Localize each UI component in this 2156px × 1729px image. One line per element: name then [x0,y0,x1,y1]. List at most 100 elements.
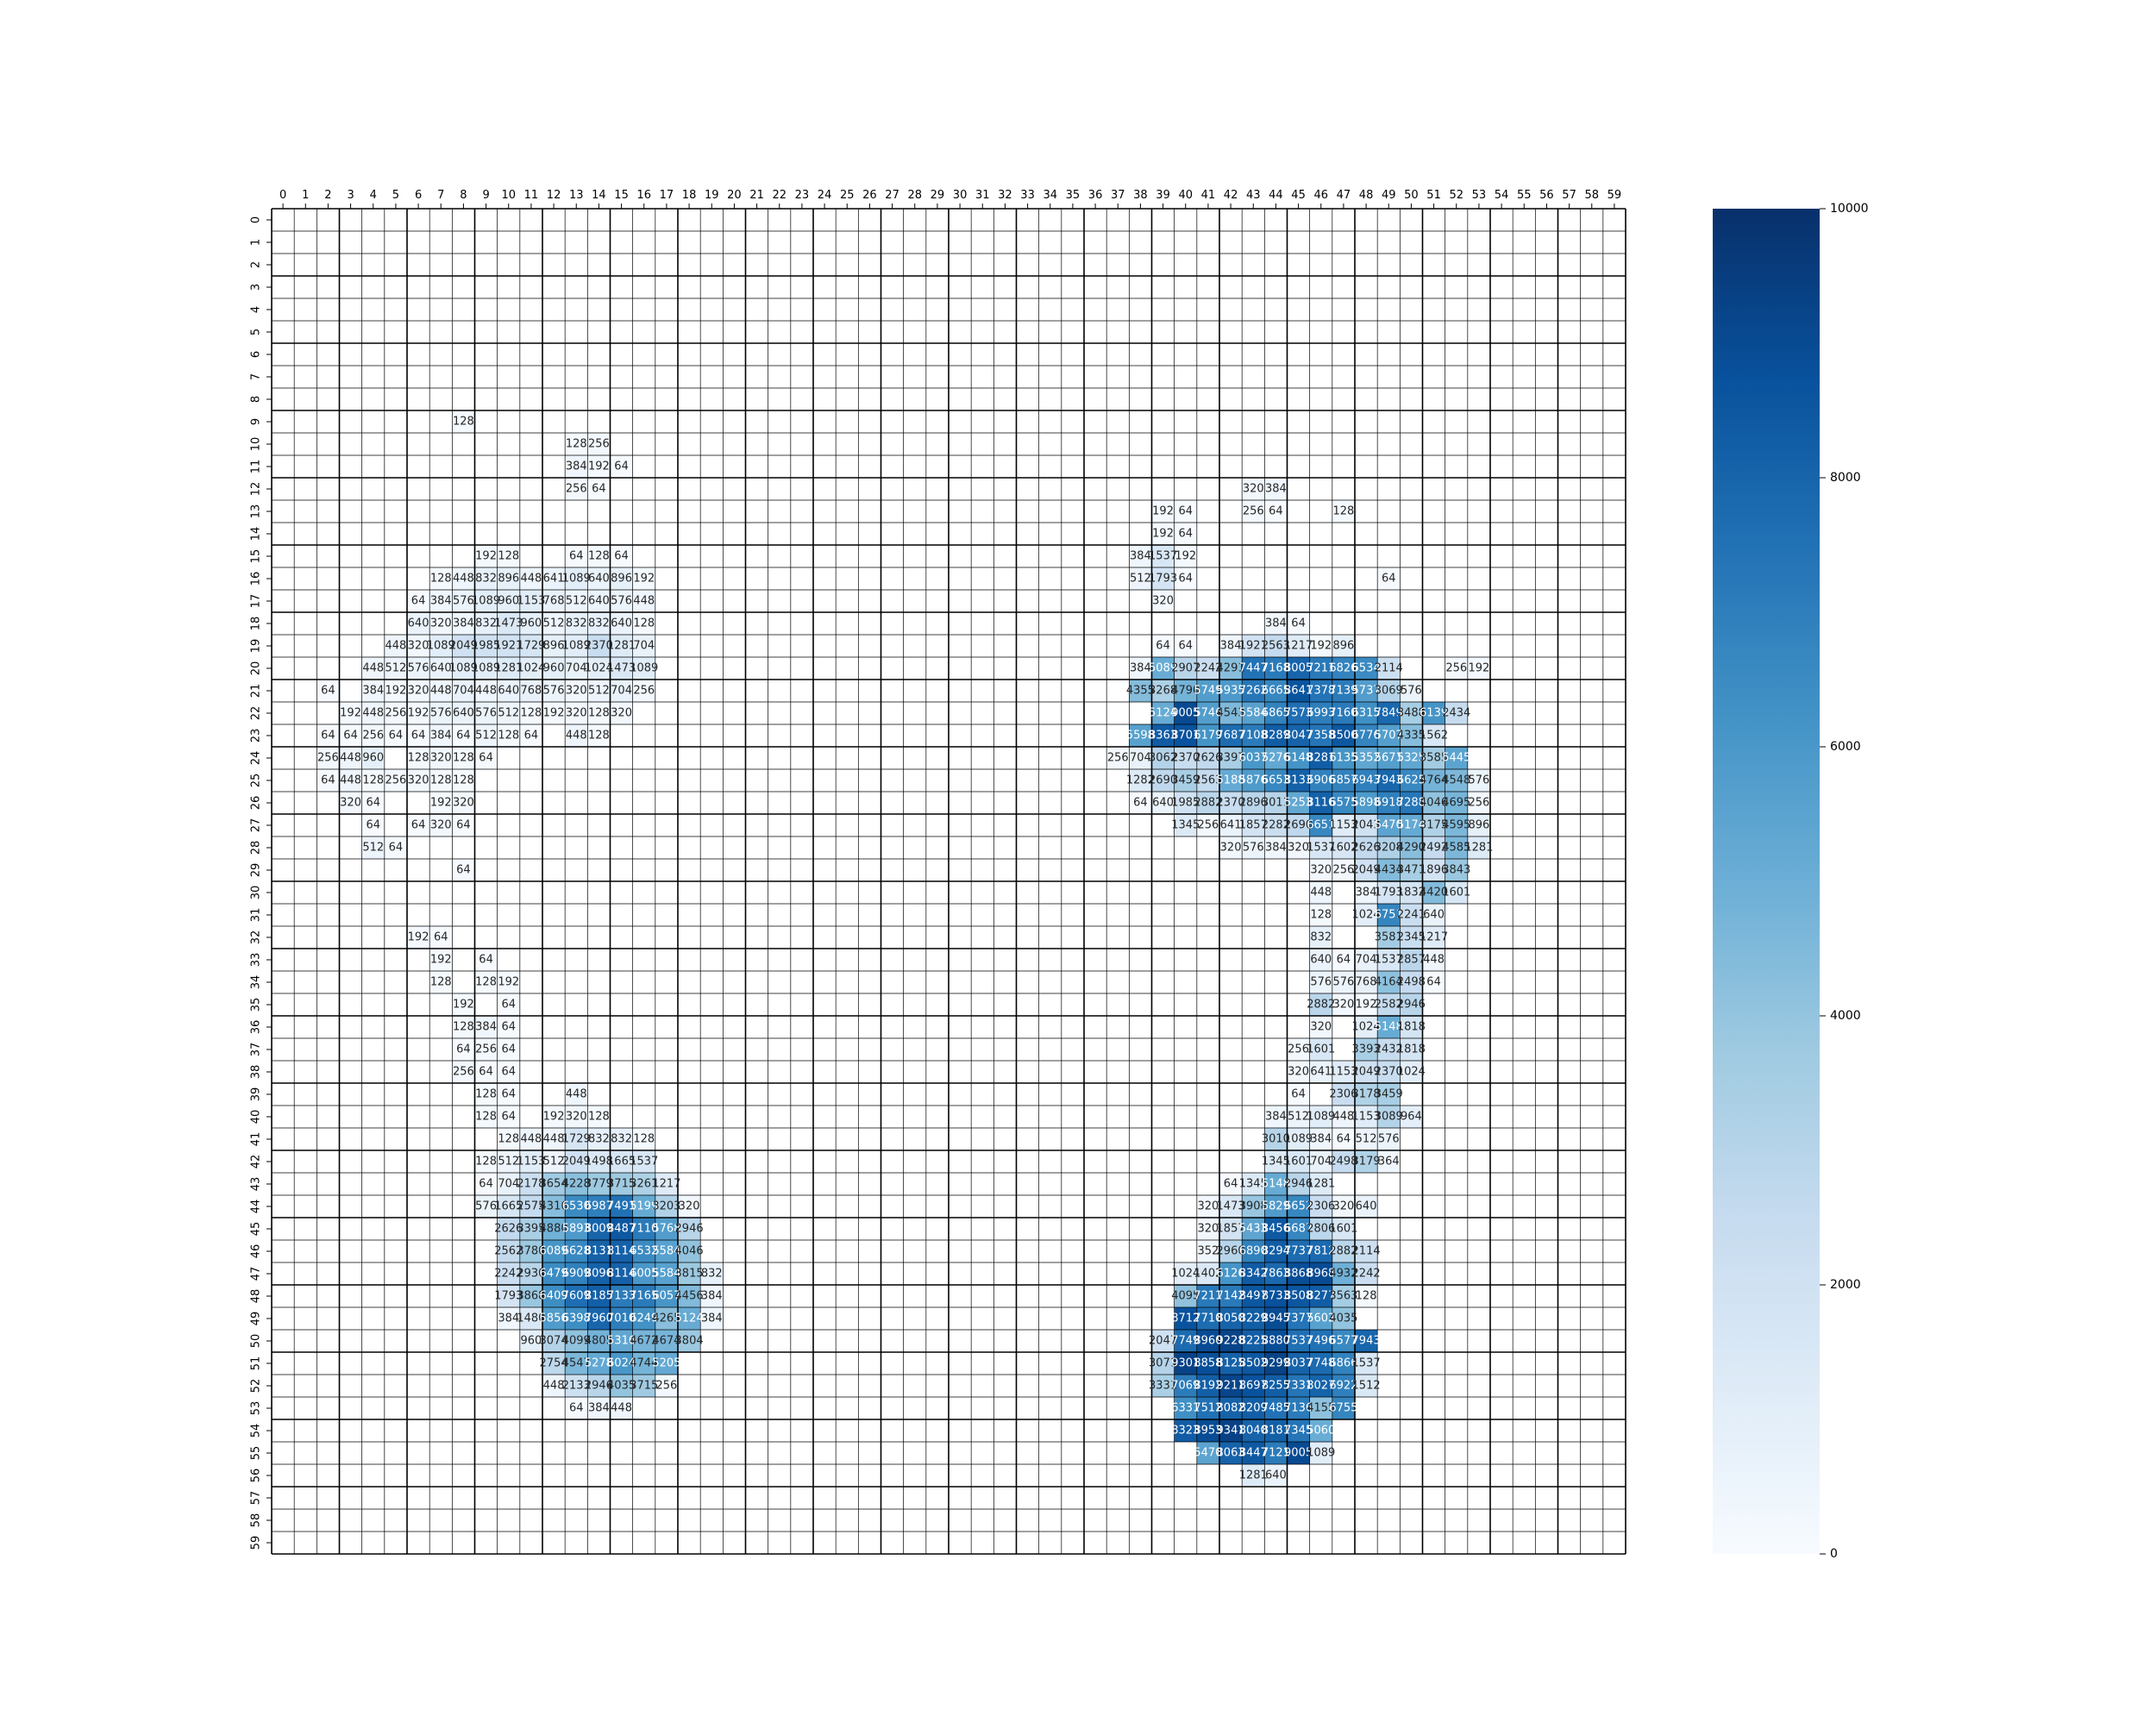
heatmap-cell-label: 2582 [1375,999,1403,1012]
heatmap-cell-label: 3393 [1352,1043,1381,1056]
heatmap-cell [542,1262,566,1285]
heatmap-cell [632,1262,655,1285]
heatmap-cell [1287,1307,1310,1330]
heatmap-cell-label: 320 [1310,1021,1332,1034]
y-tick-label: 36 [250,1020,263,1035]
heatmap-cell-label: 128 [475,1111,497,1124]
heatmap-cell [587,1150,611,1173]
x-tick-label: 46 [1313,189,1328,202]
x-tick-label: 51 [1426,189,1441,202]
heatmap-cell [1332,1195,1355,1218]
heatmap-cell [632,1128,655,1150]
heatmap-cell-label: 640 [588,595,610,608]
heatmap-cell-label: 2370 [1171,752,1200,765]
heatmap-cell [1422,881,1445,904]
heatmap-cell [1196,1442,1219,1464]
heatmap-cell [587,635,611,657]
heatmap-cell [655,1307,678,1330]
heatmap-cell [1151,680,1175,702]
heatmap-cell-label: 9005 [1171,707,1200,720]
heatmap-cell [1309,1016,1332,1038]
heatmap-cell [519,1262,542,1285]
heatmap-cell-label: 384 [475,1021,497,1034]
heatmap-cell-label: 6866 [1329,1357,1357,1370]
heatmap-cell-label: 640 [1265,1469,1287,1482]
heatmap-cell [1355,702,1378,724]
heatmap-cell [1242,1464,1265,1487]
heatmap-cell-label: 192 [1175,550,1196,563]
heatmap-cell-label: 6751 [1375,909,1403,922]
heatmap-cell [1151,769,1175,792]
heatmap-cell [1400,881,1423,904]
heatmap-cell [1377,904,1401,926]
heatmap-cell [1174,1352,1197,1375]
heatmap-cell [519,1150,542,1173]
heatmap-cell [384,635,407,657]
heatmap-cell-label: 7121 [1262,1447,1290,1460]
x-tick-label: 52 [1449,189,1463,202]
heatmap-cell [632,612,655,635]
heatmap-cell-label: 2563 [1262,640,1290,653]
heatmap-cell-label: 128 [498,550,519,563]
heatmap-cell-label: 6398 [562,1312,591,1325]
heatmap-cell [1196,814,1219,836]
heatmap-cell [1219,1352,1243,1375]
y-tick-label: 45 [250,1222,263,1237]
heatmap-cell-label: 6126 [1217,1268,1245,1281]
heatmap-cell [1287,1195,1310,1218]
heatmap-cell-label: 5148 [1375,1021,1403,1034]
heatmap-cell-label: 64 [524,730,539,742]
heatmap-cell-label: 768 [521,685,542,698]
heatmap-cell [1287,1352,1310,1375]
heatmap-cell-label: 7849 [1375,707,1403,720]
heatmap-cell-label: 3208 [1375,842,1403,855]
heatmap-cell-label: 320 [408,774,429,787]
heatmap-cell-label: 3779 [585,1178,613,1191]
heatmap-cell [565,590,588,612]
heatmap-cell [497,612,520,635]
x-tick-label: 28 [907,189,922,202]
heatmap-cell-label: 832 [588,1133,610,1146]
heatmap-cell-label: 576 [475,1200,497,1213]
heatmap-cell-label: 512 [543,617,565,630]
heatmap-cell [587,1106,611,1128]
heatmap-cell-label: 1089 [472,595,500,608]
heatmap-cell [1332,1307,1355,1330]
heatmap-cell-label: 128 [498,730,519,742]
heatmap-cell-label: 192 [408,931,429,944]
heatmap-cell-label: 8027 [1307,1380,1335,1393]
heatmap-cell-label: 8363 [1149,730,1177,742]
heatmap-cell-label: 3804 [675,1335,704,1348]
heatmap-cell-label: 576 [1333,976,1355,989]
heatmap-cell [1287,1330,1310,1352]
heatmap-cell-label: 3331 [1149,1380,1177,1393]
heatmap-cell-label: 192 [588,460,610,473]
heatmap-cell [1196,1397,1219,1419]
heatmap-cell-label: 448 [430,685,452,698]
heatmap-cell-label: 960 [362,752,384,765]
heatmap-cell-label: 320 [1333,1200,1355,1213]
heatmap-cell [1309,1150,1332,1173]
heatmap-cell [474,657,498,680]
heatmap-cell [1174,567,1197,590]
heatmap-cell-label: 7496 [1307,1335,1335,1348]
heatmap-cell-label: 5445 [1442,752,1470,765]
heatmap-cell [1400,904,1423,926]
x-tick-label: 50 [1404,189,1419,202]
heatmap-cell [497,1285,520,1307]
heatmap-cell-label: 512 [498,1156,519,1168]
heatmap-cell-label: 64 [614,550,629,563]
heatmap-cell-label: 576 [430,707,452,720]
heatmap-cell-label: 2563 [1194,774,1222,787]
heatmap-cell [474,545,498,567]
heatmap-cell [474,1173,498,1195]
x-tick-label: 17 [660,189,674,202]
heatmap-cell [610,635,633,657]
heatmap-cell-label: 8968 [1307,1268,1335,1281]
heatmap-cell-label: 8697 [1239,1380,1268,1393]
heatmap-cell-label: 320 [679,1200,700,1213]
heatmap-cell [1400,792,1423,814]
heatmap-cell-label: 5898 [1352,797,1381,810]
heatmap-cell-label: 5253 [1284,797,1313,810]
heatmap-cell [317,680,340,702]
